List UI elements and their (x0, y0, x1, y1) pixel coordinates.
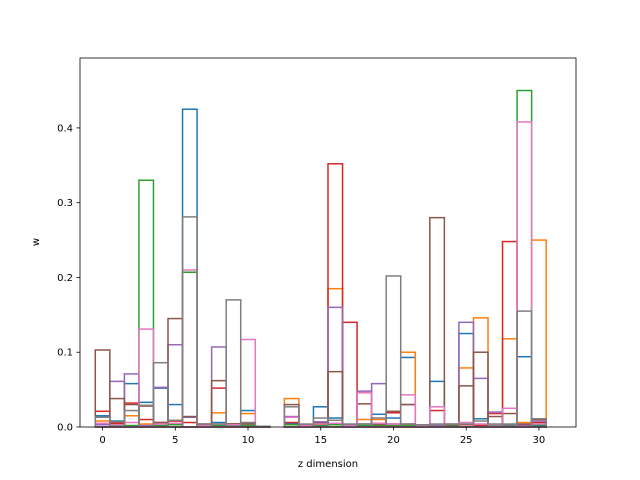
x-tick-label: 20 (387, 435, 400, 446)
y-tick-label: 0.0 (57, 423, 73, 434)
y-tick-label: 0.3 (57, 198, 73, 209)
x-tick-label: 30 (533, 435, 546, 446)
y-tick-label: 0.4 (57, 123, 73, 134)
x-tick-label: 0 (99, 435, 105, 446)
x-axis: 0 5 10 15 20 25 30 (99, 427, 545, 446)
y-tick-label: 0.2 (57, 273, 73, 284)
y-axis-label: w (31, 238, 42, 246)
x-tick-label: 15 (314, 435, 327, 446)
y-axis: 0.0 0.1 0.2 0.3 0.4 (57, 123, 80, 434)
y-tick-label: 0.1 (57, 348, 73, 359)
x-tick-label: 25 (460, 435, 473, 446)
x-axis-label: z dimension (298, 459, 358, 470)
x-tick-label: 10 (242, 435, 255, 446)
x-tick-label: 5 (172, 435, 178, 446)
plot-frame (79, 57, 577, 428)
